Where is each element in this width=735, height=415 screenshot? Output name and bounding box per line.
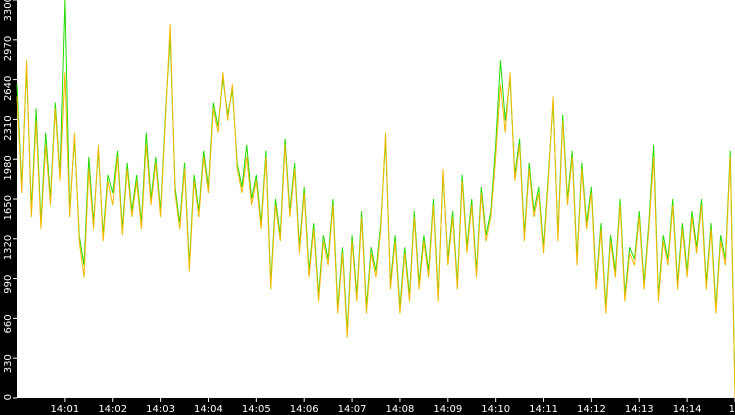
y-tick-label: 3300 xyxy=(3,0,14,21)
x-tick-label: 14:10 xyxy=(481,404,510,415)
y-tick-label: 330 xyxy=(3,354,14,373)
y-tick-label: 990 xyxy=(3,275,14,294)
x-tick-label: 14:09 xyxy=(433,404,462,415)
y-axis-band xyxy=(0,0,17,415)
x-tick-label: 14:13 xyxy=(625,404,654,415)
x-tick-label: 14:12 xyxy=(577,404,606,415)
y-tick-label: 1650 xyxy=(3,195,14,220)
x-tick-label: 14:01 xyxy=(50,404,79,415)
y-tick-label: 0 xyxy=(3,394,14,400)
x-tick-label: 14:04 xyxy=(194,404,223,415)
x-tick-label: 14:03 xyxy=(146,404,175,415)
y-tick-label: 2310 xyxy=(3,115,14,140)
x-tick-label: 14:14 xyxy=(673,404,702,415)
x-axis-band xyxy=(0,398,735,415)
y-tick-label: 2640 xyxy=(3,76,14,101)
series-line xyxy=(16,24,735,399)
y-tick-label: 660 xyxy=(3,314,14,333)
x-tick-label: 14:02 xyxy=(98,404,127,415)
x-tick-label: 14:07 xyxy=(338,404,367,415)
x-tick-label: 14:05 xyxy=(242,404,271,415)
y-tick-label: 2970 xyxy=(3,36,14,61)
x-tick-label: 14 xyxy=(729,404,735,415)
y-tick-label: 1320 xyxy=(3,235,14,260)
x-tick-label: 14:06 xyxy=(290,404,319,415)
y-tick-label: 1980 xyxy=(3,155,14,180)
x-tick-label: 14:08 xyxy=(386,404,415,415)
x-tick-label: 14:11 xyxy=(529,404,558,415)
